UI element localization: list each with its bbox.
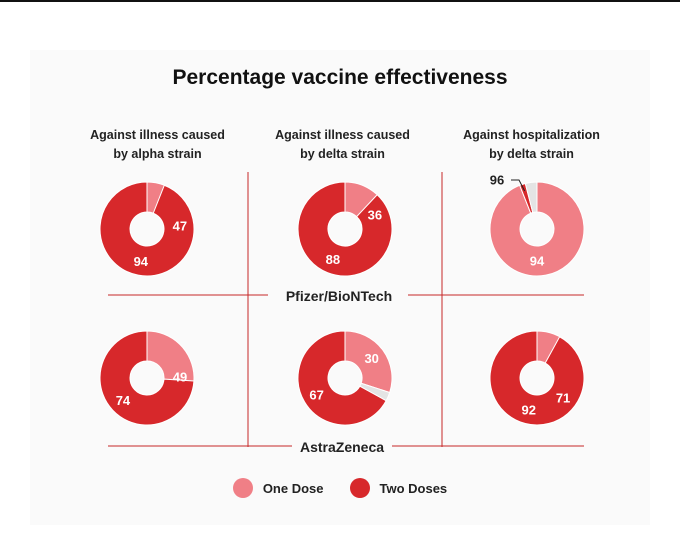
data-label-two-doses: 92 — [522, 402, 536, 417]
legend-item-one-dose: One Dose — [232, 478, 324, 498]
legend-label-two-doses: Two Doses — [379, 480, 448, 496]
column-header-line1: Against illness caused — [90, 128, 225, 142]
legend-item-two-doses: Two Doses — [349, 478, 448, 498]
donut-slice-two-doses — [297, 181, 393, 277]
row-label-astrazeneca: AstraZeneca — [300, 439, 384, 455]
data-label-two-doses: 88 — [326, 252, 340, 267]
donut-slice-remainder — [524, 181, 538, 214]
donut-slice-one-dose — [489, 181, 585, 277]
column-header-line2: by delta strain — [489, 147, 574, 161]
data-label-one-dose: 49 — [173, 369, 187, 384]
data-label-one-dose: 47 — [173, 218, 187, 233]
donut-slice-one-dose — [344, 330, 393, 394]
column-header-line2: by alpha strain — [113, 147, 202, 161]
row-label-pfizer: Pfizer/BioNTech — [286, 288, 392, 304]
data-label-one-dose: 71 — [556, 391, 570, 406]
column-header-delta-illness: Against illness caused by delta strain — [255, 126, 430, 164]
data-label-two-doses: 67 — [309, 387, 323, 402]
column-header-delta-hospitalization: Against hospitalization by delta strain — [444, 126, 619, 164]
legend: One Dose Two Doses — [0, 478, 680, 498]
data-label-one-dose: 30 — [364, 351, 378, 366]
callout-line-two-doses — [511, 179, 526, 192]
legend-swatch-two-doses — [349, 478, 370, 498]
donut-slice-two-doses — [99, 330, 195, 426]
column-header-alpha-illness: Against illness caused by alpha strain — [70, 126, 245, 164]
data-label-two-doses: 96 — [490, 173, 504, 188]
column-header-line1: Against hospitalization — [463, 128, 600, 142]
column-header-line1: Against illness caused — [275, 128, 410, 142]
data-label-two-doses: 94 — [134, 254, 149, 269]
donut-slice-two-doses — [297, 330, 387, 426]
legend-swatch-one-dose — [232, 478, 253, 498]
donut-slice-two-doses — [99, 181, 195, 277]
data-label-one-dose: 36 — [368, 207, 382, 222]
data-label-two-doses: 74 — [116, 393, 131, 408]
column-header-line2: by delta strain — [300, 147, 385, 161]
legend-label-one-dose: One Dose — [262, 480, 324, 496]
donut-slice-remainder — [359, 382, 391, 402]
top-border — [0, 0, 680, 2]
donut-slice-two-doses — [489, 330, 585, 426]
data-label-one-dose: 94 — [530, 254, 545, 269]
chart-title: Percentage vaccine effectiveness — [172, 66, 508, 89]
